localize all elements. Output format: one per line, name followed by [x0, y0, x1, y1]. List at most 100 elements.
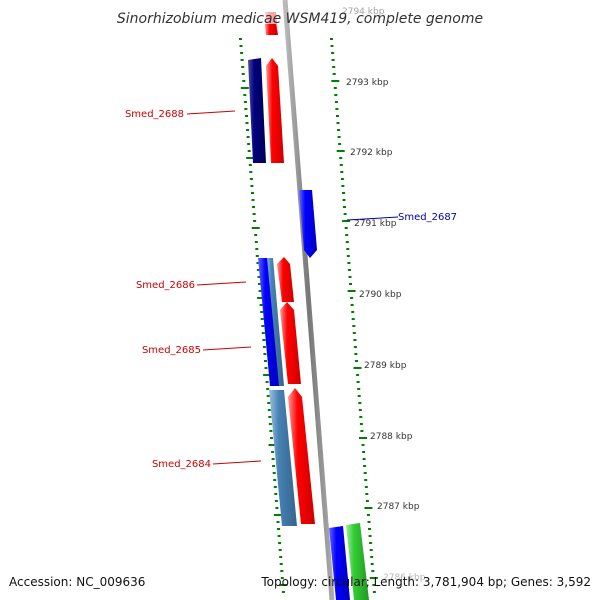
- scale-tick: [358, 409, 362, 411]
- scale-tick: [272, 465, 276, 467]
- scale-tick: [248, 164, 252, 166]
- gene-smed-2688-reverse[interactable]: [248, 58, 266, 163]
- leader-line-smed-2688: [186, 110, 236, 115]
- scale-tick: [356, 374, 360, 376]
- scale-tick: [371, 570, 375, 572]
- gene-other-bottom[interactable]: [346, 523, 369, 600]
- scale-tick: [345, 234, 349, 236]
- scale-label: 2788 kbp: [370, 432, 413, 442]
- scale-tick: [338, 143, 342, 145]
- scale-tick: [259, 304, 263, 306]
- scale-label-bg-top: [336, 4, 386, 17]
- scale-tick: [334, 94, 338, 96]
- scale-tick: [364, 486, 368, 488]
- gene-label-smed-2684[interactable]: Smed_2684: [152, 459, 211, 470]
- scale-tick: [277, 528, 280, 530]
- scale-tick: [250, 185, 254, 187]
- scale-tick: [273, 479, 277, 481]
- scale-tick: [273, 486, 277, 488]
- scale-tick: [261, 325, 265, 327]
- scale-tick: [267, 409, 271, 411]
- scale-tick: [344, 227, 348, 229]
- scale-tick: [257, 276, 261, 278]
- scale-tick: [255, 255, 259, 257]
- scale-tick: [347, 290, 356, 292]
- scale-tick: [341, 185, 345, 187]
- scale-tick: [357, 395, 361, 397]
- scale-tick: [268, 423, 272, 425]
- scale-tick: [340, 178, 344, 180]
- scale-tick: [241, 73, 245, 75]
- scale-tick: [343, 206, 346, 208]
- scale-tick: [268, 416, 272, 418]
- scale-tick: [279, 556, 283, 558]
- scale-tick: [355, 360, 358, 362]
- map-title: Sinorhizobium medicae WSM419, complete g…: [117, 11, 483, 27]
- scale-tick: [278, 542, 282, 544]
- scale-tick: [254, 241, 258, 243]
- scale-tick: [364, 507, 373, 509]
- scale-tick: [251, 227, 260, 229]
- scale-tick: [249, 178, 253, 180]
- scale-tick: [331, 80, 340, 82]
- scale-tick: [342, 220, 351, 222]
- scale-labels: 2794 kbp 2793 kbp 2792 kbp 2791 kbp 2790…: [336, 4, 426, 583]
- scale-tick: [279, 563, 283, 565]
- scale-tick: [240, 87, 249, 89]
- scale-tick: [361, 444, 365, 446]
- scale-tick: [337, 129, 341, 131]
- scale-tick: [277, 535, 281, 537]
- gene-smed-2688[interactable]: [266, 58, 284, 163]
- tick-track-right: [330, 38, 378, 593]
- genome-summary-text: Topology: circular; Length: 3,781,904 bp…: [260, 575, 591, 589]
- scale-tick: [336, 122, 340, 124]
- scale-tick: [353, 339, 357, 341]
- scale-tick: [340, 171, 344, 173]
- gene-label-smed-2688[interactable]: Smed_2688: [125, 109, 184, 120]
- scale-tick: [272, 472, 276, 474]
- scale-tick: [362, 458, 366, 460]
- gene-smed-2685[interactable]: [280, 302, 301, 384]
- scale-label: 2792 kbp: [350, 148, 393, 158]
- scale-tick: [281, 591, 285, 593]
- scale-tick: [270, 437, 273, 439]
- scale-tick: [247, 150, 251, 152]
- scale-tick: [246, 136, 250, 138]
- scale-tick: [278, 549, 282, 551]
- scale-tick: [343, 213, 347, 215]
- scale-tick: [266, 388, 270, 390]
- scale-tick: [339, 157, 343, 159]
- scale-tick: [334, 101, 338, 103]
- gene-smed-2687[interactable]: [299, 190, 317, 258]
- scale-tick: [372, 584, 376, 586]
- scale-tick: [241, 66, 245, 68]
- scale-tick: [372, 591, 376, 593]
- gene-reverse-bottom[interactable]: [329, 526, 350, 600]
- accession-text: Accession: NC_009636: [9, 575, 145, 589]
- scale-tick: [365, 493, 369, 495]
- scale-tick: [246, 129, 250, 131]
- scale-tick: [347, 262, 351, 264]
- gene-smed-2686-reverse[interactable]: [258, 258, 279, 386]
- scale-tick: [260, 311, 264, 313]
- gene-smed-2684-light[interactable]: [269, 390, 297, 526]
- scale-tick: [351, 311, 355, 313]
- scale-tick: [350, 304, 354, 306]
- scale-tick: [242, 80, 246, 82]
- scale-tick: [267, 402, 271, 404]
- scale-tick: [351, 318, 355, 320]
- gene-label-smed-2685[interactable]: Smed_2685: [142, 345, 201, 356]
- scale-tick: [353, 346, 357, 348]
- scale-tick: [240, 52, 244, 54]
- scale-tick: [362, 451, 366, 453]
- gene-forward-top-arrow[interactable]: [265, 24, 278, 35]
- gene-label-smed-2687[interactable]: Smed_2687: [398, 212, 457, 223]
- gene-smed-2684[interactable]: [288, 388, 315, 524]
- tick-track-left: [239, 38, 288, 593]
- gene-label-smed-2686[interactable]: Smed_2686: [136, 280, 195, 291]
- scale-tick: [333, 87, 337, 89]
- scale-tick: [356, 381, 360, 383]
- gene-smed-2686[interactable]: [277, 257, 294, 302]
- scale-tick: [348, 276, 352, 278]
- scale-tick: [332, 73, 336, 75]
